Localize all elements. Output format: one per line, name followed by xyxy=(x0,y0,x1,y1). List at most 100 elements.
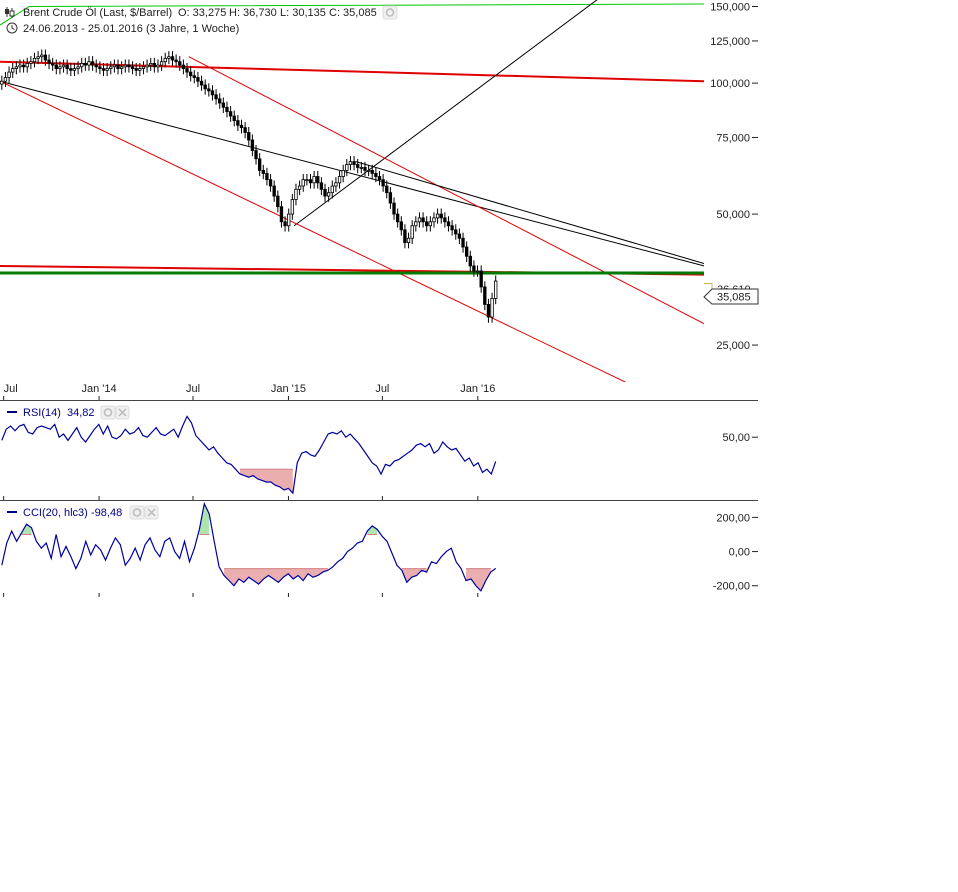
ohlc-high: H: 36,730 xyxy=(229,7,277,19)
candle-body xyxy=(301,179,305,187)
price-tick-label: 25,000 xyxy=(716,340,750,352)
candle-body xyxy=(36,56,40,59)
candle-body xyxy=(163,57,167,63)
candle-body xyxy=(348,161,353,165)
candle-body xyxy=(29,61,33,64)
price-tick-label: 125,000 xyxy=(710,36,750,48)
gear-icon[interactable] xyxy=(129,505,145,520)
candle-body xyxy=(178,61,182,66)
candle-body xyxy=(61,64,66,68)
candle-body xyxy=(421,217,425,223)
candle-body xyxy=(341,170,345,177)
candle-body xyxy=(0,80,4,85)
candlestick-series xyxy=(0,49,498,323)
rsi-legend: RSI(14) 34,82 xyxy=(7,405,130,420)
price-axis: 150,000 125,000 100,000 75,000 50,000 25,000 xyxy=(710,2,758,352)
ohlc-close: C: 35,085 xyxy=(329,7,377,19)
candle-body xyxy=(14,66,19,69)
cci-zone-fill xyxy=(21,524,32,535)
cci-legend: CCI(20, hlc3) -98,48 xyxy=(7,505,159,520)
price-tick-label: 150,000 xyxy=(710,2,750,14)
gear-icon[interactable] xyxy=(382,5,398,20)
candle-body xyxy=(83,62,88,66)
candle-body xyxy=(32,57,37,63)
candle-body xyxy=(192,75,196,78)
close-icon[interactable] xyxy=(115,405,130,420)
price-badge-current: 35,085 xyxy=(703,288,759,305)
candle-body xyxy=(308,179,313,184)
candle-body xyxy=(98,66,102,69)
candle-body xyxy=(356,164,360,168)
candle-body xyxy=(399,221,403,231)
trendline-red-channel-upper xyxy=(188,56,704,325)
candle-body xyxy=(250,139,255,151)
candle-body xyxy=(72,68,77,71)
cci-tick-label: -200,00 xyxy=(713,581,750,593)
candle-body xyxy=(366,170,371,172)
cci-value: -98,48 xyxy=(91,507,122,519)
candle-body xyxy=(156,64,160,68)
cci-time-ticks xyxy=(3,593,479,597)
time-tick-label: Jan '14 xyxy=(82,383,117,395)
cci-series xyxy=(1,501,497,592)
rsi-tick-label: 50,00 xyxy=(722,432,750,444)
candle-body xyxy=(203,84,207,90)
candle-body xyxy=(159,61,164,66)
candle-body xyxy=(316,176,320,184)
candle-body xyxy=(359,167,364,169)
candle-body xyxy=(145,64,149,68)
gear-icon[interactable] xyxy=(100,405,116,420)
candle-body xyxy=(247,132,251,141)
candle-body xyxy=(109,66,113,69)
trendline-black-up xyxy=(293,0,598,227)
candle-body xyxy=(403,229,407,243)
candle-body xyxy=(417,217,422,223)
candle-body xyxy=(210,90,215,96)
candle-body xyxy=(47,59,51,64)
candle-body xyxy=(167,56,171,59)
candle-body xyxy=(40,54,44,58)
candle-body xyxy=(381,179,385,187)
candle-body xyxy=(439,213,443,219)
ohlc-open: O: 33,275 xyxy=(178,7,226,19)
candle-body xyxy=(319,182,324,190)
candle-body xyxy=(297,185,302,190)
candlestick-icon[interactable] xyxy=(5,7,15,18)
candle-body xyxy=(261,170,265,174)
candle-body xyxy=(428,221,433,227)
candle-body xyxy=(50,62,55,66)
cci-zone-fill xyxy=(199,503,210,535)
candle-body xyxy=(435,213,440,219)
candle-body xyxy=(283,221,287,227)
candle-body xyxy=(185,68,189,73)
trendline-black-down-short xyxy=(355,161,704,264)
candle-body xyxy=(149,62,153,66)
instrument-title: Brent Crude Öl (Last, $/Barrel) xyxy=(23,7,172,19)
candle-body xyxy=(116,64,120,69)
candle-body xyxy=(218,98,222,104)
cci-zone-fill xyxy=(466,568,491,591)
cci-threshold-fill xyxy=(21,503,491,591)
candle-body xyxy=(228,111,233,117)
candle-body xyxy=(58,66,62,69)
candle-body xyxy=(207,88,211,92)
candle-body xyxy=(7,71,11,78)
candle-body xyxy=(254,150,258,160)
close-icon[interactable] xyxy=(144,505,159,520)
candle-body xyxy=(196,77,200,82)
candle-body xyxy=(181,64,186,69)
candle-body xyxy=(494,280,498,299)
candle-body xyxy=(90,61,95,66)
candle-body xyxy=(406,237,411,243)
candle-body xyxy=(94,64,98,68)
candle-body xyxy=(454,229,458,235)
trendline-red-resistance-upper xyxy=(0,60,704,83)
candle-body xyxy=(268,179,273,187)
candle-body xyxy=(472,265,476,272)
time-tick-label: Jul xyxy=(186,383,200,395)
candle-body xyxy=(225,106,229,113)
candle-body xyxy=(76,66,80,69)
cci-zone-fill xyxy=(224,568,328,586)
time-tick-label: Jan '15 xyxy=(271,383,306,395)
